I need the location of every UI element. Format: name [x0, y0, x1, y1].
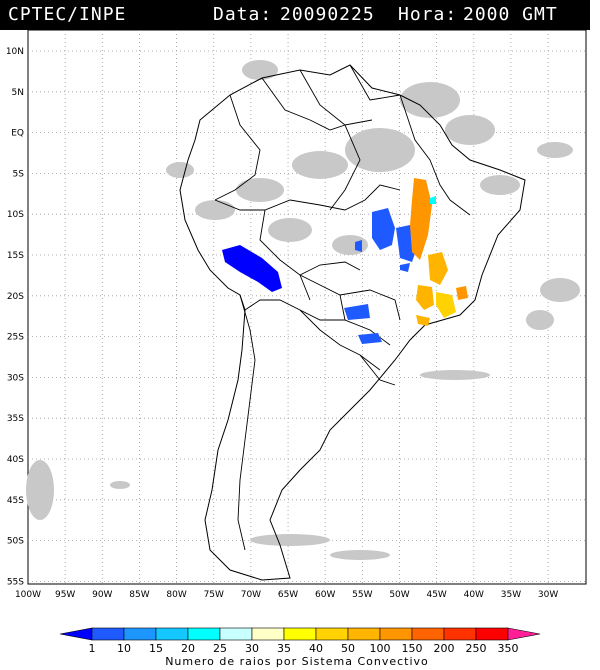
legend-tick-label: 100 — [370, 642, 391, 655]
legend-swatch — [379, 627, 413, 641]
legend-tick-label: 200 — [434, 642, 455, 655]
lon-label: 40W — [464, 590, 484, 600]
lon-label: 30W — [538, 590, 558, 600]
lightning-map: 10N5NEQ5S10S15S20S25S30S35S40S45S50S55S … — [6, 30, 587, 668]
lat-label: 20S — [7, 292, 24, 302]
legend-tick-label: 40 — [309, 642, 323, 655]
legend-tick-label: 35 — [277, 642, 291, 655]
lat-label: 45S — [7, 496, 24, 506]
lon-label: 80W — [166, 590, 186, 600]
lat-label: 5S — [13, 169, 25, 179]
legend-swatch — [251, 627, 285, 641]
lat-label: 10S — [7, 210, 24, 220]
legend-swatch — [155, 627, 189, 641]
date-label: Data: — [213, 4, 273, 25]
legend-swatch — [411, 627, 445, 641]
lon-label: 100W — [15, 590, 41, 600]
legend-tick-label: 25 — [213, 642, 227, 655]
legend-tick-label: 20 — [181, 642, 195, 655]
lon-label: 60W — [315, 590, 335, 600]
lat-label: 30S — [7, 373, 24, 383]
header-bar: CPTEC/INPE Data: 20090225 Hora: 2000 GMT — [0, 0, 590, 30]
lat-label: 35S — [7, 414, 24, 424]
lon-label: 35W — [501, 590, 521, 600]
legend-tick-label: 15 — [149, 642, 163, 655]
legend-title: Numero de raios por Sistema Convectivo — [165, 655, 429, 668]
lat-label: EQ — [11, 129, 24, 139]
legend-swatch — [187, 627, 221, 641]
legend-tick-label: 150 — [402, 642, 423, 655]
legend-tick-label: 1 — [89, 642, 96, 655]
legend-swatch — [283, 627, 317, 641]
lon-label: 50W — [389, 590, 409, 600]
legend-swatch — [475, 627, 509, 641]
lat-label: 15S — [7, 251, 24, 261]
legend-tick-label: 250 — [466, 642, 487, 655]
legend-swatch — [315, 627, 349, 641]
lon-label: 65W — [278, 590, 298, 600]
lon-label: 45W — [426, 590, 446, 600]
org-title: CPTEC/INPE — [8, 4, 127, 25]
legend-swatch — [347, 627, 381, 641]
hour-label: Hora: — [398, 4, 458, 25]
legend-tick-label: 50 — [341, 642, 355, 655]
legend-swatch — [91, 627, 125, 641]
lat-label: 55S — [7, 577, 24, 587]
color-legend: 1 10 15 20 25 30 35 40 50 100 150 200 250 350 — [59, 627, 541, 655]
legend-swatch — [219, 627, 253, 641]
legend-tick-label: 30 — [245, 642, 259, 655]
lat-label: 50S — [7, 537, 24, 547]
lon-label: 55W — [352, 590, 372, 600]
lon-label: 90W — [92, 590, 112, 600]
lat-label: 40S — [7, 455, 24, 465]
legend-swatch — [507, 627, 541, 641]
lon-label: 95W — [55, 590, 75, 600]
plot-frame — [27, 30, 587, 585]
country-borders — [214, 64, 471, 551]
legend-swatch — [59, 627, 93, 641]
legend-tick-label: 350 — [498, 642, 519, 655]
lat-label: 10N — [6, 47, 24, 57]
legend-tick-label: 10 — [117, 642, 131, 655]
longitude-labels: 100W 95W 90W 85W 80W 75W 70W 65W 60W 55W 50W 45W 40W… — [15, 590, 558, 600]
lon-label: 85W — [129, 590, 149, 600]
lon-label: 70W — [241, 590, 261, 600]
grid-lines — [28, 30, 586, 584]
hour-value: 2000 GMT — [463, 4, 558, 25]
lat-label: 5N — [12, 88, 24, 98]
lat-label: 25S — [7, 333, 24, 343]
lightning-high — [410, 178, 468, 326]
cloud-cover — [26, 60, 580, 560]
legend-swatch — [123, 627, 157, 641]
legend-swatch — [443, 627, 477, 641]
lon-label: 75W — [204, 590, 224, 600]
latitude-labels: 10N 5N EQ 5S 10S 15S 20S 25S 30S 35S 40S 45S 50S 55S — [6, 47, 24, 587]
date-value: 20090225 — [280, 4, 375, 25]
